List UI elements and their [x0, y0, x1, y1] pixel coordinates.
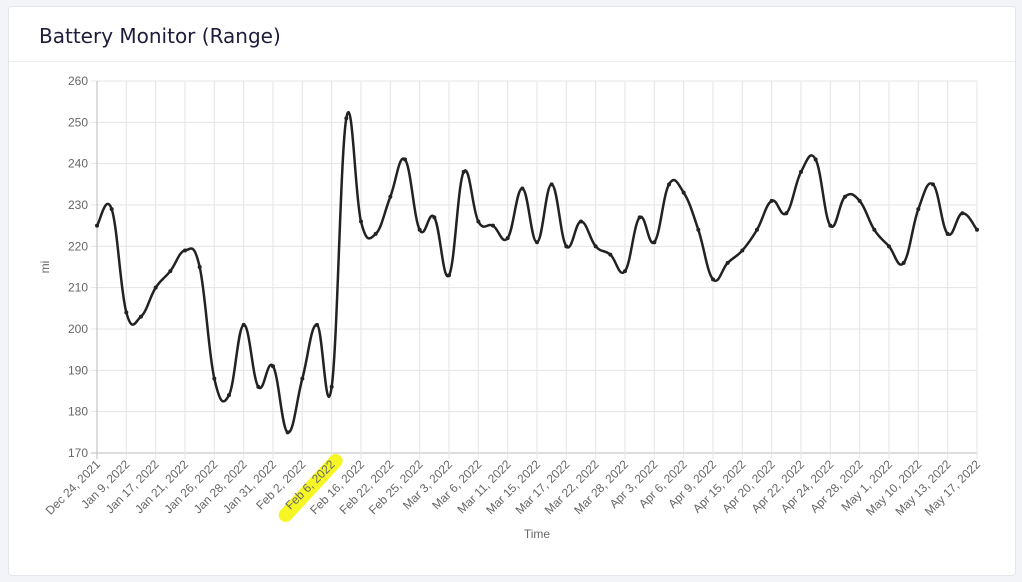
point [109, 207, 114, 212]
point [916, 207, 921, 212]
point [124, 310, 129, 315]
point [945, 231, 950, 236]
y-axis-title: mi [38, 261, 52, 274]
card-title: Battery Monitor (Range) [39, 24, 281, 48]
highlight [278, 454, 343, 522]
point [593, 244, 598, 249]
point [535, 240, 539, 245]
card: Battery Monitor (Range) 170 180 190 200 210 2… [8, 6, 1016, 576]
y-tick-label: 260 [68, 74, 88, 88]
separator [9, 61, 1015, 62]
point [271, 364, 275, 369]
point [476, 219, 481, 224]
y-tick-label: 210 [68, 281, 88, 295]
point [931, 182, 935, 187]
point [95, 223, 99, 228]
point [256, 384, 261, 389]
point [432, 215, 437, 220]
x-axis-title: Time [524, 527, 551, 541]
point [417, 227, 422, 232]
point [197, 265, 202, 269]
point [520, 186, 525, 191]
point [843, 194, 847, 199]
point [711, 277, 715, 282]
y-tick-label: 220 [68, 239, 88, 253]
y-tick-label: 250 [68, 115, 88, 129]
point [183, 248, 187, 253]
point [740, 248, 745, 253]
point [212, 376, 217, 381]
point [388, 194, 393, 199]
point [300, 376, 305, 381]
point [887, 244, 891, 249]
point [652, 240, 657, 245]
y-tick-label: 170 [68, 446, 88, 460]
y-tick-label: 240 [68, 157, 88, 171]
point [960, 211, 965, 216]
point [329, 384, 334, 389]
y-tick-label: 230 [68, 198, 88, 212]
point [505, 236, 510, 241]
point [359, 219, 363, 224]
y-tick-label: 180 [68, 405, 88, 419]
point [373, 231, 378, 236]
point [755, 227, 759, 232]
point [799, 169, 803, 174]
point [696, 227, 701, 232]
point [285, 430, 290, 435]
y-tick-label: 200 [68, 322, 88, 336]
point [901, 260, 906, 265]
point [608, 252, 613, 257]
point [139, 314, 143, 319]
point [241, 322, 246, 327]
point [681, 190, 686, 195]
point [813, 157, 818, 162]
point [153, 285, 158, 290]
point [564, 244, 569, 249]
point [623, 269, 627, 274]
point [872, 227, 877, 232]
point [857, 198, 862, 203]
point [667, 182, 671, 187]
point [491, 223, 495, 228]
point [784, 211, 789, 216]
y-tick-label: 190 [68, 363, 88, 377]
point [828, 223, 833, 228]
point [549, 182, 554, 187]
point [461, 169, 466, 174]
point [315, 322, 319, 327]
point [975, 227, 979, 232]
point [344, 116, 349, 121]
point [637, 215, 642, 220]
point [579, 219, 583, 224]
point [227, 393, 231, 398]
point [403, 157, 407, 162]
point [168, 269, 173, 274]
point [769, 198, 774, 203]
point [725, 260, 730, 265]
point [447, 273, 451, 278]
